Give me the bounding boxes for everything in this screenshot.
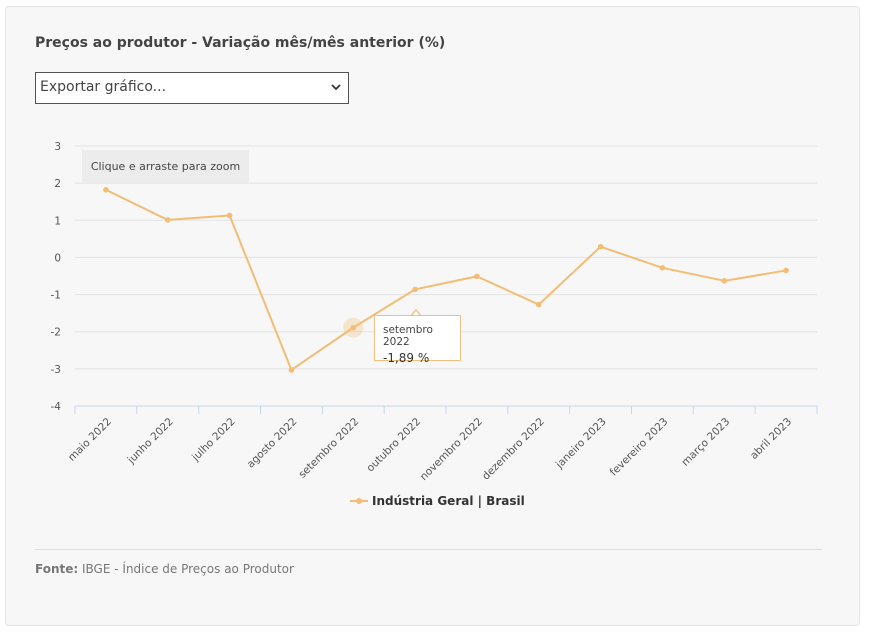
footer-divider <box>35 549 822 550</box>
legend-label: Indústria Geral | Brasil <box>372 494 525 508</box>
x-tick-label: junho 2022 <box>125 416 176 467</box>
source-footer: Fonte: IBGE - Índice de Preços ao Produt… <box>35 562 294 576</box>
x-tick-label: maio 2022 <box>66 416 114 464</box>
data-point[interactable] <box>226 212 233 219</box>
data-point[interactable] <box>412 286 418 293</box>
data-point[interactable] <box>474 273 480 280</box>
data-point[interactable] <box>288 367 295 373</box>
x-tick-label: agosto 2022 <box>245 416 300 471</box>
data-point[interactable] <box>597 243 604 250</box>
x-tick-label: março 2023 <box>679 416 732 469</box>
y-tick-label: 3 <box>54 141 61 153</box>
y-tick-label: -2 <box>51 327 61 339</box>
x-tick-label: fevereiro 2023 <box>608 416 671 479</box>
tooltip-category: setembro 2022 <box>383 324 433 348</box>
x-tick-label: outubro 2022 <box>364 416 423 475</box>
x-tick-label: abril 2023 <box>748 416 794 462</box>
export-chart-select[interactable]: Exportar gráfico... <box>35 72 349 104</box>
y-tick-label: 0 <box>54 252 61 264</box>
data-point[interactable] <box>103 187 109 193</box>
source-text: IBGE - Índice de Preços ao Produtor <box>82 562 294 576</box>
data-point[interactable] <box>721 278 728 284</box>
data-tooltip: setembro 2022 -1,89 % <box>374 315 461 365</box>
tooltip-arrow-fill <box>411 311 421 317</box>
data-point[interactable] <box>164 217 171 223</box>
x-tick-label: janeiro 2023 <box>553 416 609 472</box>
chart-title: Preços ao produtor - Variação mês/mês an… <box>35 35 446 51</box>
y-tick-label: -3 <box>51 364 61 376</box>
zoom-hint: Clique e arraste para zoom <box>82 150 249 183</box>
data-point[interactable] <box>535 301 542 308</box>
y-tick-label: -4 <box>51 401 62 413</box>
y-tick-label: -1 <box>51 290 61 302</box>
x-tick-label: dezembro 2022 <box>480 416 547 483</box>
x-tick-label: julho 2022 <box>189 416 238 465</box>
tooltip-value: -1,89 % <box>383 351 430 365</box>
data-point[interactable] <box>659 265 666 271</box>
y-tick-label: 1 <box>54 215 61 227</box>
legend-item-series[interactable]: Indústria Geral | Brasil <box>350 492 525 510</box>
export-select-value: Exportar gráfico... <box>40 79 167 95</box>
chevron-down-icon <box>331 84 341 91</box>
y-tick-label: 2 <box>54 178 61 190</box>
data-point[interactable] <box>350 324 357 331</box>
data-point[interactable] <box>783 267 789 274</box>
source-label: Fonte: <box>35 562 79 576</box>
legend-line-marker-icon <box>350 498 368 504</box>
x-tick-label: setembro 2022 <box>296 416 361 481</box>
series-line <box>105 188 787 371</box>
x-tick-label: novembro 2022 <box>418 416 485 483</box>
